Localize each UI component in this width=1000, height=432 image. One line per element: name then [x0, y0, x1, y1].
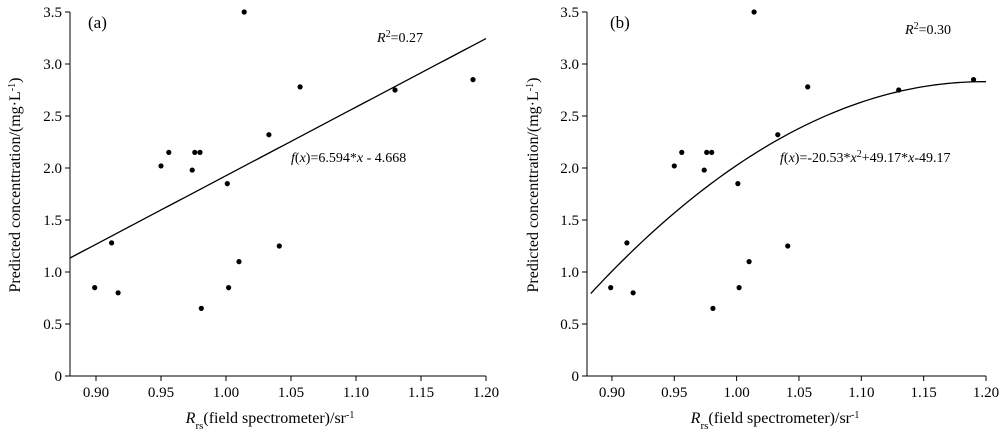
y-tick-label: 1.0 — [43, 265, 62, 281]
data-point — [735, 181, 741, 187]
y-axis-title: Predicted concenttration/(mg·L-1) — [525, 78, 543, 293]
y-tick-label: 2.5 — [43, 109, 62, 125]
data-point — [192, 149, 198, 155]
y-tick-label: 1.5 — [560, 213, 579, 229]
x-tick-label: 1.05 — [786, 385, 812, 401]
chart-a-svg: 0.90 0.95 1.00 1.05 1.10 1.15 1.20 0 0.5 1.0 1.5 2… — [7, 5, 500, 432]
fit-line — [69, 37, 487, 259]
data-point — [241, 9, 247, 15]
x-axis-title: Rrs(field spectrometer)/sr-1 — [690, 410, 860, 432]
x-tick-label: 1.15 — [911, 385, 937, 401]
data-point — [679, 149, 685, 155]
panel-label: (b) — [610, 13, 630, 32]
data-points — [92, 9, 476, 311]
chart-b-svg: 0.90 0.95 1.00 1.05 1.10 1.15 1.20 0 0.5 1.0 1.5 2… — [525, 5, 1000, 432]
y-tick-label: 0.5 — [43, 317, 62, 333]
y-tick-label: 1.0 — [560, 265, 579, 281]
y-ticks: 0 0.5 1.0 1.5 2.0 2.5 3.0 3.5 — [560, 5, 587, 385]
data-point — [189, 167, 195, 173]
x-axis-title: Rrs(field spectrometer)/sr-1 — [185, 410, 355, 432]
x-tick-label: 1.10 — [343, 385, 369, 401]
data-point — [701, 167, 707, 173]
chart-panel-b: 0.90 0.95 1.00 1.05 1.10 1.15 1.20 0 0.5 1.0 1.5 2… — [500, 0, 1000, 432]
y-tick-label: 2.0 — [43, 161, 62, 177]
data-point — [166, 149, 172, 155]
data-point — [470, 77, 476, 83]
data-point — [197, 149, 203, 155]
data-point — [736, 285, 742, 291]
y-axis-title: Predicted concenttration/(mg·L-1) — [7, 78, 25, 293]
data-point — [785, 243, 791, 249]
data-point — [224, 181, 230, 187]
chart-panel-a: 0.90 0.95 1.00 1.05 1.10 1.15 1.20 0 0.5 1.0 1.5 2… — [7, 5, 500, 432]
data-point — [630, 290, 636, 296]
y-ticks: 0 0.5 1.0 1.5 2.0 2.5 3.0 3.5 — [43, 5, 70, 385]
y-tick-label: 3.5 — [560, 5, 579, 21]
data-point — [775, 132, 781, 138]
data-point — [710, 305, 716, 311]
data-point — [746, 259, 752, 265]
data-point — [704, 149, 710, 155]
data-point — [896, 87, 902, 93]
x-tick-label: 1.00 — [724, 385, 750, 401]
fit-curve — [590, 81, 986, 294]
fit-equation: f(x)=6.594*x - 4.668 — [291, 151, 406, 166]
y-tick-label: 2.5 — [560, 109, 579, 125]
x-ticks: 0.90 0.95 1.00 1.05 1.10 1.15 1.20 — [83, 376, 499, 401]
y-tick-label: 1.5 — [43, 213, 62, 229]
x-tick-label: 1.20 — [473, 385, 499, 401]
data-point — [970, 77, 977, 83]
data-point — [109, 240, 115, 246]
x-tick-label: 0.90 — [83, 385, 109, 401]
x-tick-label: 1.10 — [848, 385, 874, 401]
x-tick-label: 1.15 — [408, 385, 434, 401]
r-squared-label: R2=0.30 — [904, 21, 951, 39]
fit-equation: f(x)=-20.53*x2+49.17*x-49.17 — [780, 149, 951, 167]
data-point — [671, 163, 677, 169]
fit-path — [590, 81, 986, 294]
data-point — [158, 163, 164, 169]
data-point — [392, 87, 398, 93]
x-tick-label: 1.05 — [278, 385, 304, 401]
x-tick-label: 0.95 — [148, 385, 174, 401]
data-point — [709, 149, 715, 155]
x-tick-label: 0.95 — [661, 385, 687, 401]
data-point — [92, 285, 98, 291]
y-tick-label: 2.0 — [560, 161, 579, 177]
data-point — [297, 84, 303, 90]
x-tick-label: 1.20 — [973, 385, 999, 401]
y-tick-label: 3.5 — [43, 5, 62, 21]
data-point — [624, 240, 630, 246]
x-tick-label: 0.90 — [599, 385, 625, 401]
data-point — [198, 305, 204, 311]
data-points — [608, 9, 977, 311]
data-point — [751, 9, 757, 15]
y-tick-label: 3.0 — [560, 57, 579, 73]
data-point — [236, 259, 242, 265]
fit-path — [69, 37, 487, 259]
panel-label: (a) — [88, 13, 107, 32]
y-tick-label: 3.0 — [43, 57, 62, 73]
x-tick-label: 1.00 — [213, 385, 239, 401]
data-point — [276, 243, 282, 249]
data-point — [115, 290, 121, 296]
data-point — [608, 285, 614, 291]
y-tick-label: 0.5 — [560, 317, 579, 333]
data-point — [226, 285, 232, 291]
data-point — [805, 84, 811, 90]
y-tick-label: 0 — [55, 369, 63, 385]
r-squared-label: R2=0.27 — [376, 29, 423, 47]
y-tick-label: 0 — [572, 369, 580, 385]
data-point — [266, 132, 272, 138]
x-ticks: 0.90 0.95 1.00 1.05 1.10 1.15 1.20 — [599, 376, 999, 401]
